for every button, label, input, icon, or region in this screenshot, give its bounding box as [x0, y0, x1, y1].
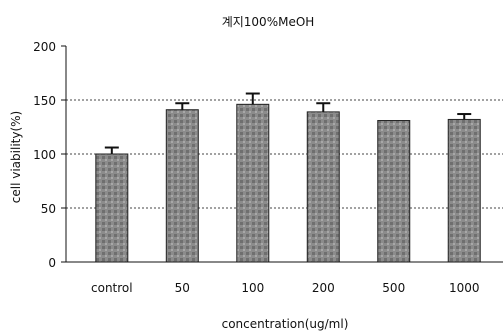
y-tick-label: 200 [33, 40, 56, 54]
bar-50 [165, 109, 199, 263]
y-tick-label: 0 [48, 256, 56, 270]
y-tick-label: 150 [33, 94, 56, 108]
bar-control [95, 153, 129, 263]
bars [95, 92, 481, 263]
bar-1000 [447, 118, 481, 263]
grid-lines [66, 99, 503, 209]
x-tick-label: 100 [241, 281, 264, 295]
y-tick-label: 50 [41, 202, 56, 216]
x-tick-label: 500 [382, 281, 405, 295]
chart-title: 계지100%MeOH [222, 15, 315, 29]
x-tick-label: 50 [175, 281, 190, 295]
y-axis-label: cell viability(%) [9, 111, 23, 203]
bar-200 [306, 111, 340, 263]
bar-500 [377, 120, 411, 263]
x-axis-label: concentration(ug/ml) [222, 317, 349, 331]
x-axis: control 50 100 200 500 1000 [66, 261, 503, 295]
x-tick-label: control [91, 281, 133, 295]
y-axis: 0 50 100 150 200 [33, 40, 67, 270]
bar-100 [236, 103, 270, 263]
y-tick-label: 100 [33, 148, 56, 162]
x-tick-label: 200 [312, 281, 335, 295]
x-tick-label: 1000 [449, 281, 480, 295]
